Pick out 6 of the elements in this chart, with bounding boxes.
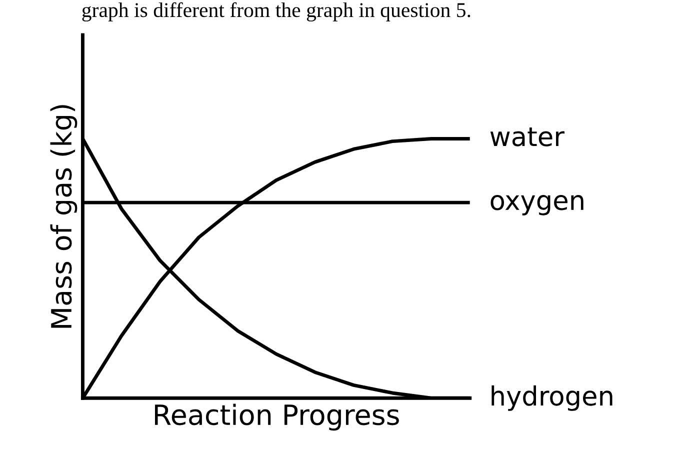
series-label: hydrogen [492,385,612,411]
series-label: water [490,127,564,146]
series-label: oxygen [490,195,584,216]
x-axis-title: Reaction Progress [155,404,399,431]
y-axis-title: Mass of gas (kg) [50,105,78,328]
text: graph is different from the graph in question 5. [82,2,470,22]
